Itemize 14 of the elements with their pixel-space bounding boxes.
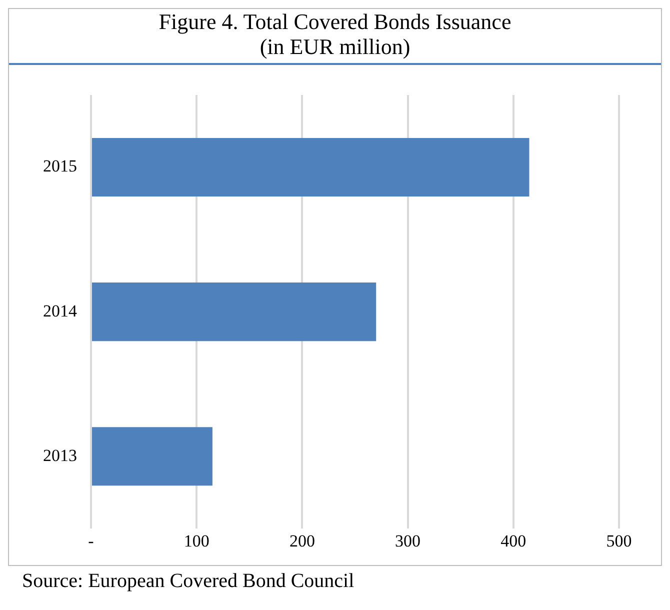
y-tick-label: 2015 (43, 156, 77, 176)
x-tick-label: 500 (606, 531, 632, 550)
y-tick-label: 2013 (43, 446, 77, 465)
bar (92, 138, 530, 197)
y-tick-label: 2014 (43, 301, 78, 320)
bar (92, 427, 212, 486)
x-tick-label: 400 (500, 531, 526, 550)
source-note: Source: European Covered Bond Council (22, 570, 356, 593)
x-tick-label: 300 (395, 531, 421, 550)
x-tick-label: 200 (289, 531, 315, 550)
x-tick-label: - (88, 531, 94, 550)
chart-title: Figure 4. Total Covered Bonds Issuance (in EUR million) (158, 9, 512, 59)
x-tick-label: 100 (184, 531, 210, 550)
bar (92, 282, 376, 342)
